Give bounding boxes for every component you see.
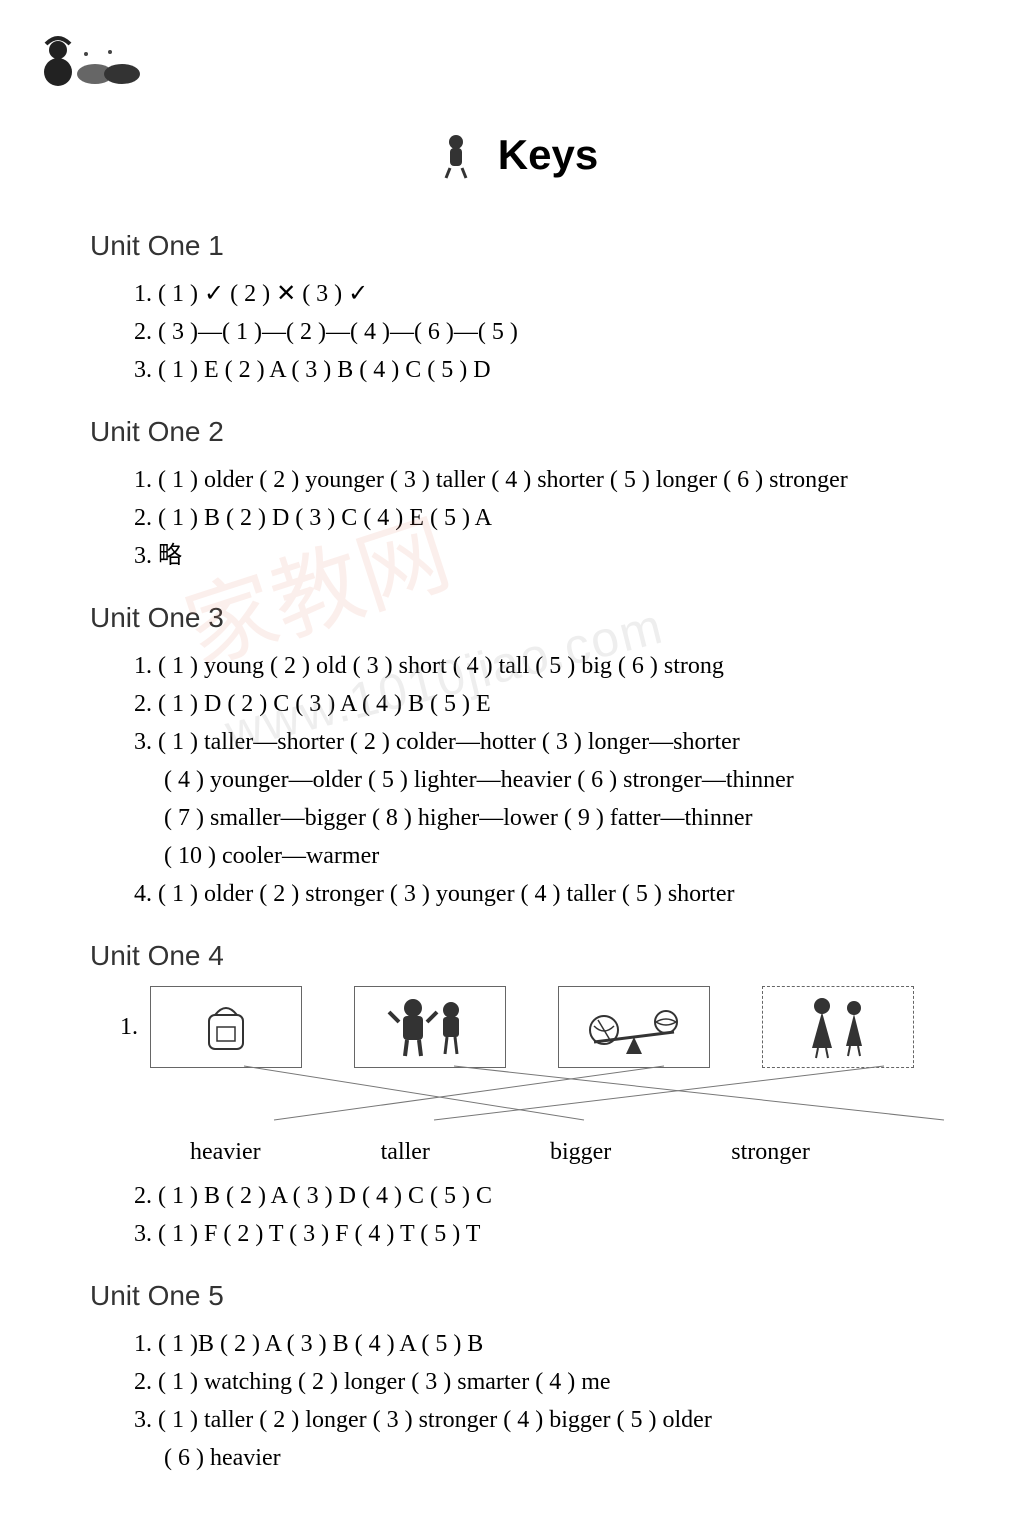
- unit-heading-1: Unit One 1: [90, 230, 944, 262]
- u1-line2: 2. ( 3 )—( 1 )—( 2 )—( 4 )—( 6 )—( 5 ): [134, 314, 944, 350]
- u4-word-1: heavier: [190, 1134, 261, 1170]
- u3-line3b: ( 4 ) younger—older ( 5 ) lighter—heavie…: [134, 762, 944, 798]
- u4-img-backpack: [150, 986, 302, 1068]
- u3-line3d: ( 10 ) cooler—warmer: [134, 838, 944, 874]
- u3-line2: 2. ( 1 ) D ( 2 ) C ( 3 ) A ( 4 ) B ( 5 )…: [134, 686, 944, 722]
- u2-line3: 3. 略: [134, 538, 944, 574]
- u3-line3c: ( 7 ) smaller—bigger ( 8 ) higher—lower …: [134, 800, 944, 836]
- u4-q1-label: 1.: [120, 1009, 150, 1045]
- u4-word-4: stronger: [731, 1134, 810, 1170]
- page-title: Keys: [498, 131, 598, 179]
- u3-line4: 4. ( 1 ) older ( 2 ) stronger ( 3 ) youn…: [134, 876, 944, 912]
- u3-line1: 1. ( 1 ) young ( 2 ) old ( 3 ) short ( 4…: [134, 648, 944, 684]
- u4-img-girls: [762, 986, 914, 1068]
- u4-word-2: taller: [381, 1134, 430, 1170]
- title-icon: [436, 130, 476, 180]
- u5-line1: 1. ( 1 )B ( 2 ) A ( 3 ) B ( 4 ) A ( 5 ) …: [134, 1326, 944, 1362]
- u1-line1: 1. ( 1 ) ✓ ( 2 ) ✕ ( 3 ) ✓: [134, 276, 944, 312]
- u3-line3a: 3. ( 1 ) taller—shorter ( 2 ) colder—hot…: [134, 724, 944, 760]
- u5-line3b: ( 6 ) heavier: [134, 1440, 944, 1476]
- u4-img-balls: [558, 986, 710, 1068]
- unit-heading-3: Unit One 3: [90, 602, 944, 634]
- u2-line2: 2. ( 1 ) B ( 2 ) D ( 3 ) C ( 4 ) E ( 5 )…: [134, 500, 944, 536]
- u4-matching-lines: [164, 1060, 1004, 1130]
- u1-line3: 3. ( 1 ) E ( 2 ) A ( 3 ) B ( 4 ) C ( 5 )…: [134, 352, 944, 388]
- u4-img-people: [354, 986, 506, 1068]
- u2-line1: 1. ( 1 ) older ( 2 ) younger ( 3 ) talle…: [134, 462, 944, 498]
- u4-words-row: heavier taller bigger stronger: [120, 1134, 944, 1170]
- u5-line2: 2. ( 1 ) watching ( 2 ) longer ( 3 ) sma…: [134, 1364, 944, 1400]
- u5-line3a: 3. ( 1 ) taller ( 2 ) longer ( 3 ) stron…: [134, 1402, 944, 1438]
- u4-word-3: bigger: [550, 1134, 611, 1170]
- unit-heading-4: Unit One 4: [90, 940, 944, 972]
- unit-heading-5: Unit One 5: [90, 1280, 944, 1312]
- u4-line3: 3. ( 1 ) F ( 2 ) T ( 3 ) F ( 4 ) T ( 5 )…: [134, 1216, 944, 1252]
- u4-line2: 2. ( 1 ) B ( 2 ) A ( 3 ) D ( 4 ) C ( 5 )…: [134, 1178, 944, 1214]
- unit-heading-2: Unit One 2: [90, 416, 944, 448]
- u4-image-row: 1.: [120, 986, 944, 1068]
- page-logo: [40, 30, 150, 90]
